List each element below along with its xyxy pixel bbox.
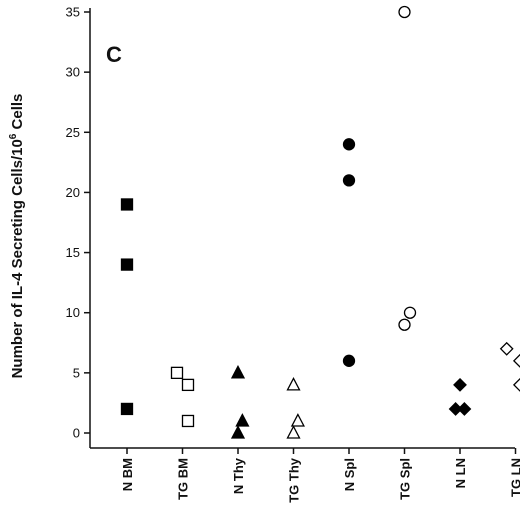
series-tg-bm — [170, 366, 195, 428]
y-tick-label: 5 — [73, 365, 80, 380]
series-tg-thy — [286, 376, 305, 439]
data-point — [398, 5, 411, 19]
data-point — [499, 341, 514, 356]
data-points — [120, 5, 520, 439]
series-tg-ln — [499, 341, 520, 392]
y-tick-label: 10 — [66, 305, 80, 320]
series-n-spl — [342, 138, 356, 367]
x-tick-label: N Thy — [231, 457, 246, 494]
data-point — [230, 425, 246, 439]
x-tick-label: TG Thy — [287, 457, 302, 503]
data-point — [181, 414, 195, 428]
data-point — [286, 425, 301, 439]
series-tg-spl — [398, 5, 417, 331]
y-ticks: 0 5 10 15 20 25 30 35 — [66, 5, 90, 441]
y-tick-label: 15 — [66, 245, 80, 260]
series-n-bm — [120, 198, 134, 416]
y-tick-label: 30 — [66, 65, 80, 80]
data-point — [512, 377, 520, 392]
series-n-ln — [448, 377, 472, 416]
data-point — [453, 377, 467, 392]
data-point — [170, 366, 184, 380]
data-point — [230, 364, 246, 379]
data-point — [342, 138, 356, 151]
data-point — [398, 318, 411, 331]
x-ticks: N BM TG BM N Thy TG Thy N Spl TG Spl N LN TG LN — [120, 448, 520, 503]
x-tick-label: N Spl — [342, 458, 357, 491]
x-tick-label: N BM — [120, 458, 135, 491]
x-tick-label: TG Spl — [398, 458, 413, 500]
x-tick-label: TG BM — [176, 458, 191, 500]
data-point — [235, 413, 250, 427]
x-tick-label: N LN — [453, 458, 468, 488]
data-point — [342, 354, 356, 367]
y-axis-title: Number of IL-4 Secreting Cells/106 Cells — [8, 94, 26, 379]
data-point — [457, 402, 472, 416]
data-point — [120, 402, 134, 416]
data-point — [403, 306, 417, 319]
x-tick-label: TG LN — [509, 458, 520, 497]
y-tick-label: 20 — [66, 185, 80, 200]
data-point — [512, 353, 520, 368]
series-n-thy — [230, 364, 250, 439]
data-point — [342, 174, 356, 187]
data-point — [290, 413, 305, 427]
data-point — [120, 258, 134, 271]
data-point — [181, 378, 195, 392]
y-tick-label: 25 — [66, 125, 80, 140]
axes — [89, 8, 515, 449]
data-point — [286, 376, 301, 391]
y-tick-label: 35 — [66, 5, 80, 20]
data-point — [120, 198, 134, 211]
panel-label: C — [106, 42, 122, 67]
y-tick-label: 0 — [73, 426, 80, 441]
